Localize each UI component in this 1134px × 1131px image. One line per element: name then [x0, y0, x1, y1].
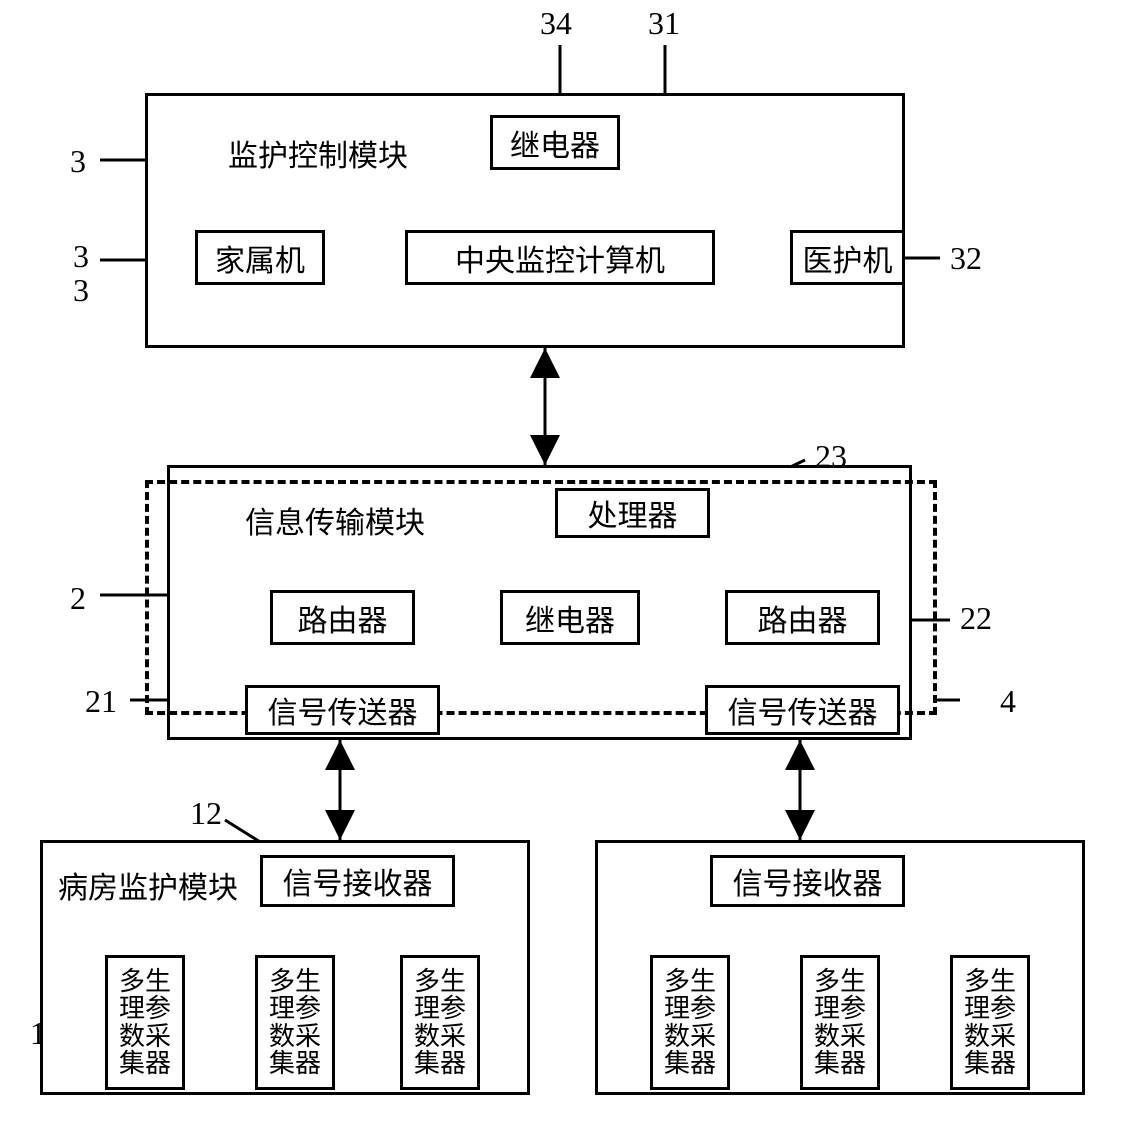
router-left-block: 路由器	[270, 590, 415, 645]
medical-block: 医护机	[790, 230, 905, 285]
callout-33a: 3	[73, 238, 89, 275]
relay-mid-block: 继电器	[500, 590, 640, 645]
collector-r2: 多生理参数采集器	[800, 955, 880, 1090]
processor-block: 处理器	[555, 488, 710, 538]
callout-32: 32	[950, 240, 982, 277]
callout-3: 3	[70, 143, 86, 180]
callout-2: 2	[70, 580, 86, 617]
module-title-top: 监护控制模块	[228, 131, 408, 175]
collector-r1: 多生理参数采集器	[650, 955, 730, 1090]
module-title-ward: 病房监护模块	[58, 863, 238, 907]
relay-top-block: 继电器	[490, 115, 620, 170]
signal-tx-left-block: 信号传送器	[245, 685, 440, 735]
callout-12: 12	[190, 795, 222, 832]
callout-31: 31	[648, 5, 680, 42]
family-block: 家属机	[195, 230, 325, 285]
collector-l3: 多生理参数采集器	[400, 955, 480, 1090]
central-computer-block: 中央监控计算机	[405, 230, 715, 285]
collector-l1: 多生理参数采集器	[105, 955, 185, 1090]
callout-34: 34	[540, 5, 572, 42]
router-right-block: 路由器	[725, 590, 880, 645]
collector-r3: 多生理参数采集器	[950, 955, 1030, 1090]
signal-rx-left-block: 信号接收器	[260, 855, 455, 907]
callout-4: 4	[1000, 683, 1016, 720]
callout-33b: 3	[73, 272, 89, 309]
callout-22: 22	[960, 600, 992, 637]
signal-tx-right-block: 信号传送器	[705, 685, 900, 735]
collector-l2: 多生理参数采集器	[255, 955, 335, 1090]
callout-21: 21	[85, 683, 117, 720]
signal-rx-right-block: 信号接收器	[710, 855, 905, 907]
